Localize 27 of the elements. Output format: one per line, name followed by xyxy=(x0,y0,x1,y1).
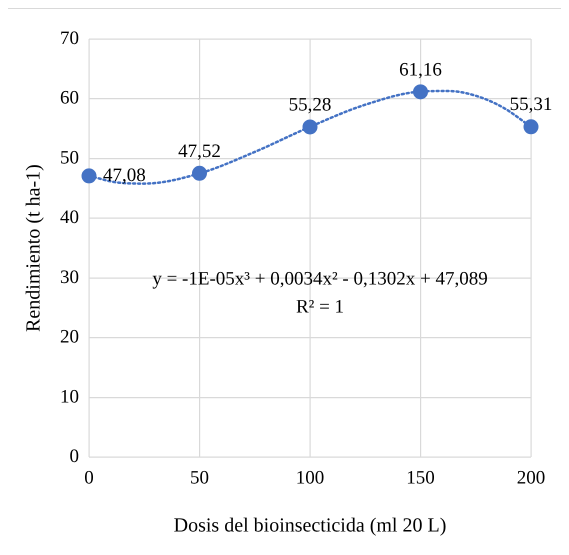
annotation: y = -1E-05x³ + 0,0034x² - 0,1302x + 47,089 xyxy=(152,268,488,290)
x-tick-label: 100 xyxy=(296,468,324,489)
y-tick-label: 70 xyxy=(60,28,79,49)
y-tick-label: 20 xyxy=(60,326,79,348)
point xyxy=(82,168,96,184)
y-tick-label: 0 xyxy=(70,446,79,468)
annotation: R² = 1 xyxy=(296,296,344,318)
data-label: 55,31 xyxy=(510,94,552,116)
data-label: 55,28 xyxy=(288,94,332,116)
data-label: 61,16 xyxy=(399,59,442,80)
y-axis-title: Rendimiento (t ha-1) xyxy=(22,164,44,332)
x-tick-label: 50 xyxy=(190,468,209,489)
data-label: 47,08 xyxy=(103,164,146,186)
point xyxy=(192,166,207,181)
x-axis-title: Dosis del bioinsecticida (ml 20 L) xyxy=(174,514,446,536)
y-tick-label: 30 xyxy=(60,266,79,288)
x-tick-label: 0 xyxy=(84,468,94,489)
point xyxy=(302,119,318,134)
y-tick-label: 50 xyxy=(60,147,79,168)
data-label: 47,52 xyxy=(178,140,221,162)
y-tick-label: 10 xyxy=(60,386,79,408)
point xyxy=(524,119,538,134)
point xyxy=(413,84,428,100)
y-tick-label: 60 xyxy=(60,88,79,109)
x-tick-label: 150 xyxy=(406,468,435,489)
x-tick-label: 200 xyxy=(516,468,546,489)
y-tick-label: 40 xyxy=(60,207,79,228)
